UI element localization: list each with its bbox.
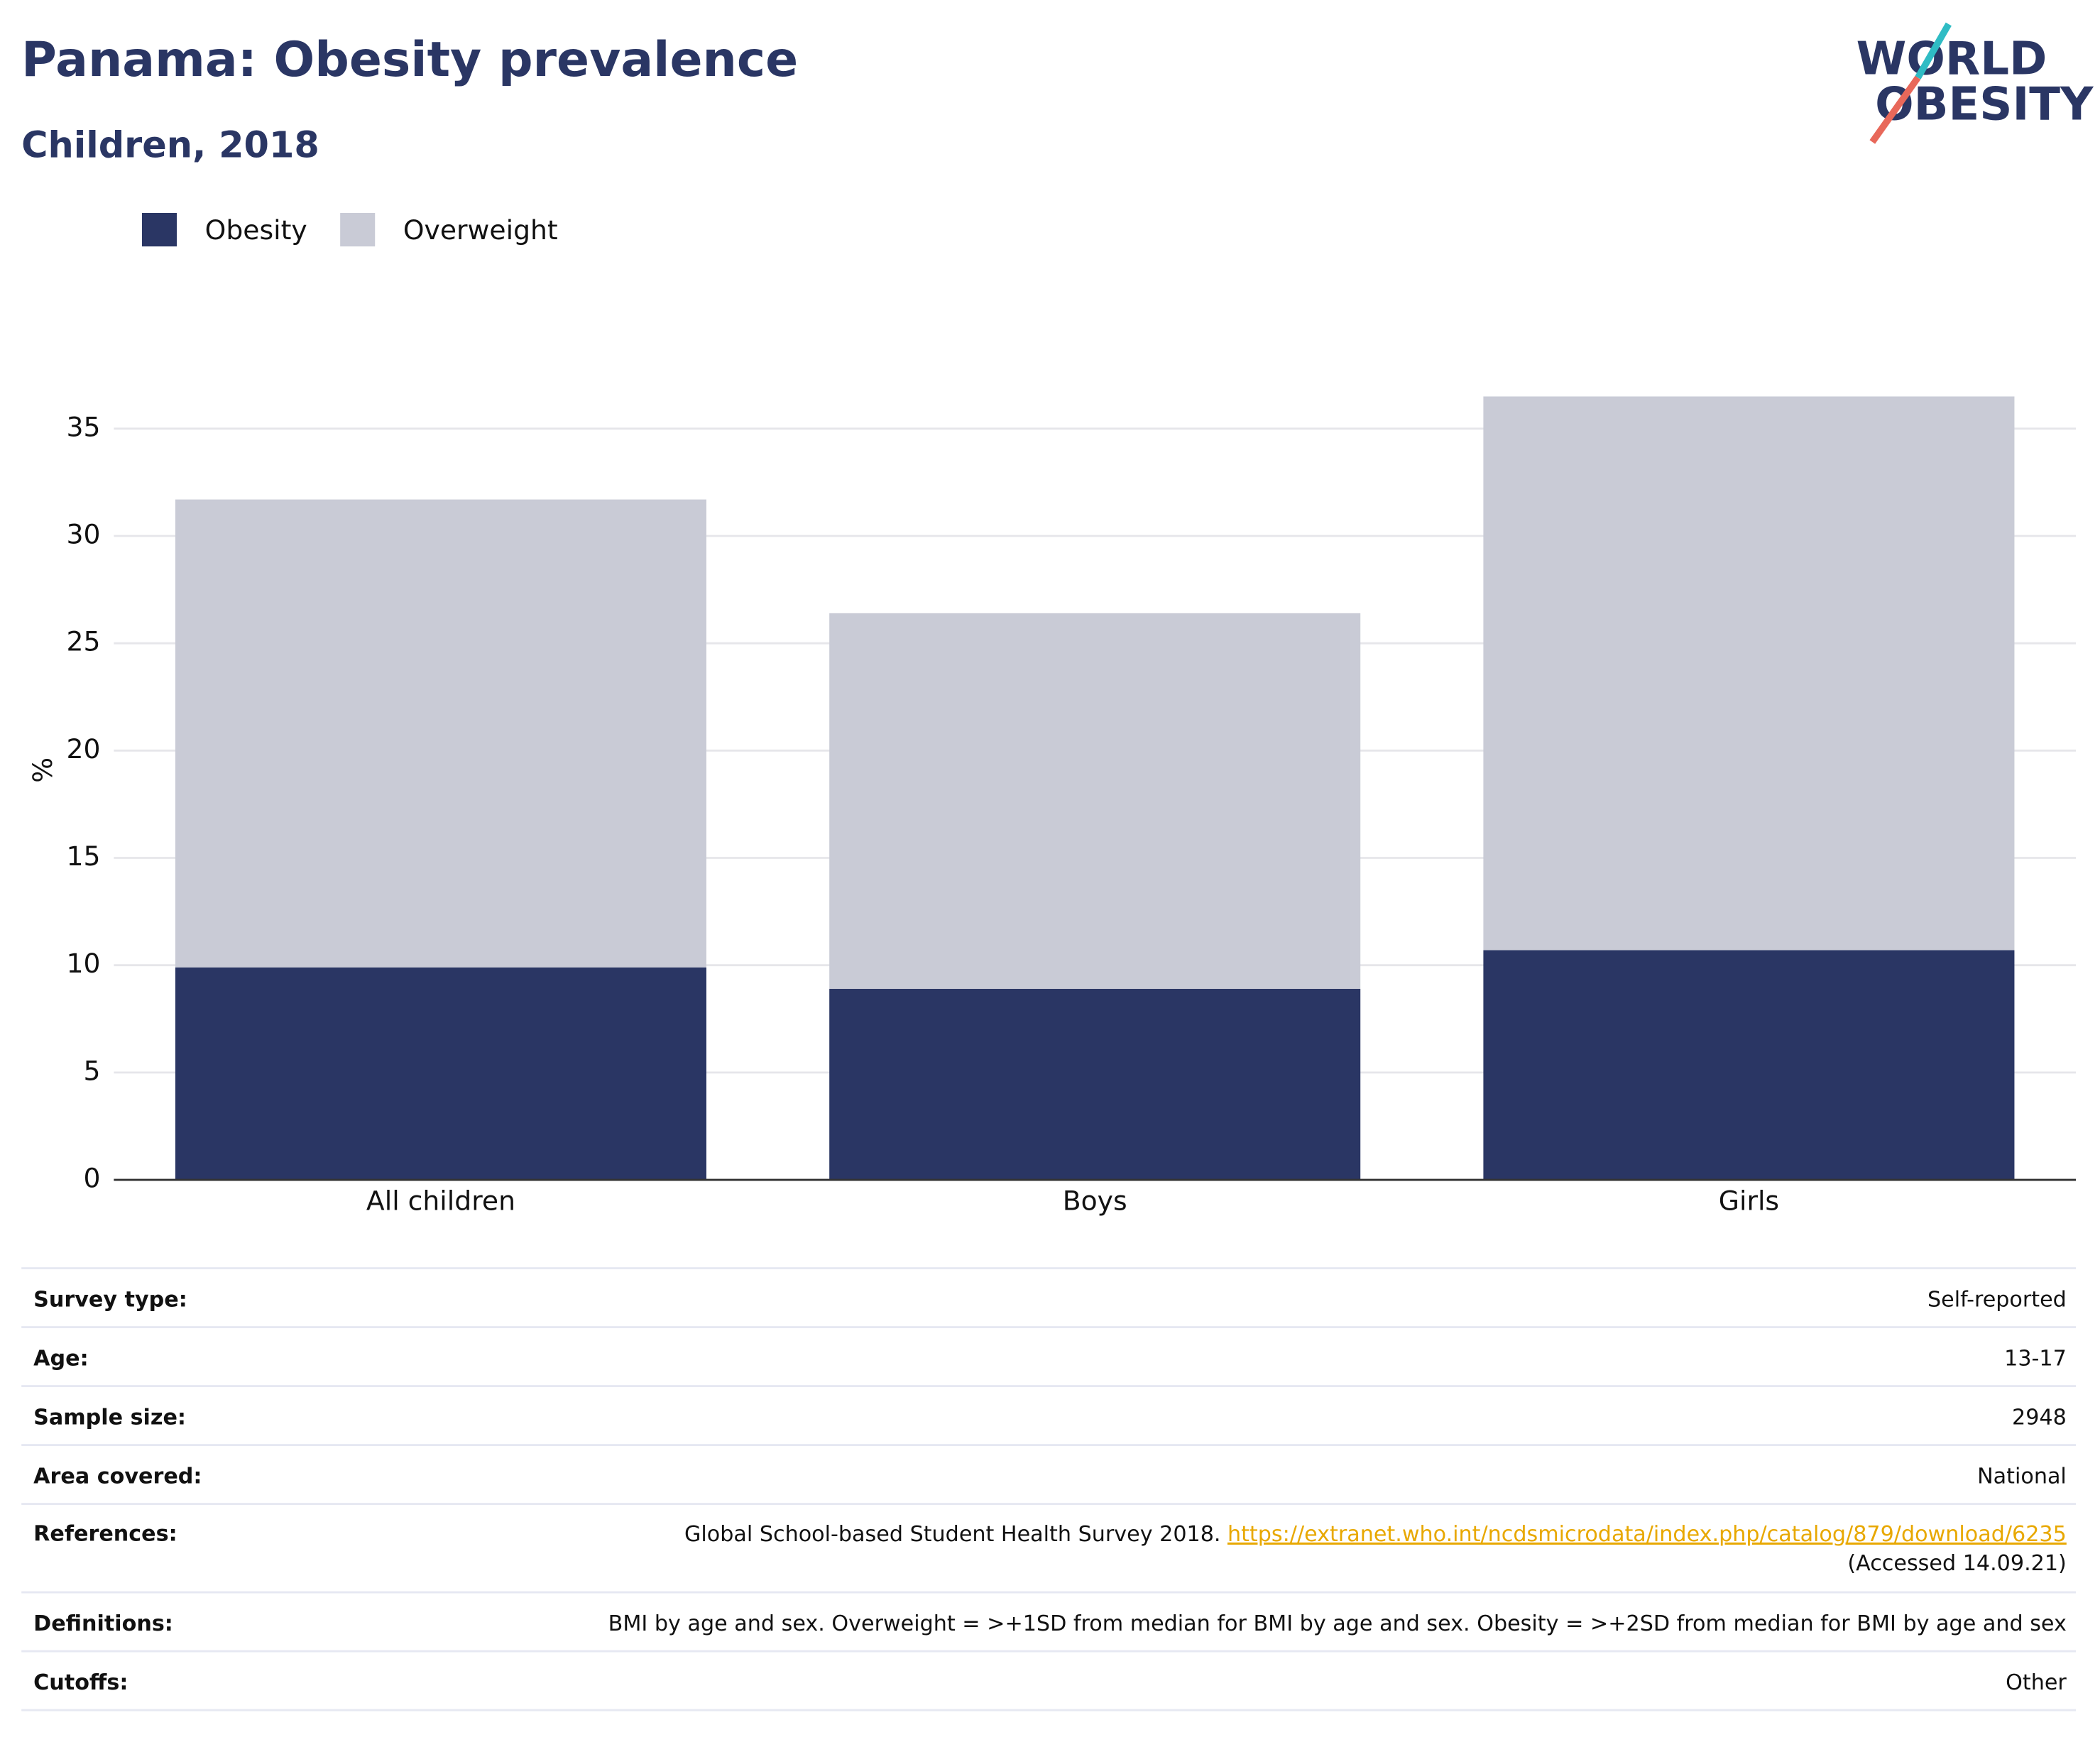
- bar-segment: [829, 988, 1361, 1181]
- table-value: BMI by age and sex. Overweight = >+1SD f…: [608, 1611, 2067, 1636]
- y-tick-label: 5: [83, 1055, 100, 1086]
- logo-text: OBESITY: [1875, 78, 2094, 131]
- logo-slash: [1869, 75, 1921, 144]
- y-tick-label: 30: [66, 518, 100, 549]
- table-label: Age:: [33, 1346, 88, 1371]
- table-label: Definitions:: [33, 1611, 173, 1636]
- x-tick-label: Girls: [1719, 1185, 1779, 1217]
- table-label: Cutoffs:: [33, 1670, 128, 1695]
- bar-segment: [1483, 396, 2015, 951]
- y-tick-label: 0: [83, 1163, 100, 1194]
- logo: WORLD OBESITY: [1856, 22, 2094, 144]
- table-value: Global School-based Student Health Surve…: [684, 1521, 2067, 1546]
- y-tick-label: 20: [66, 733, 100, 765]
- chart-subtitle: Children, 2018: [21, 125, 319, 167]
- table-value: National: [1977, 1464, 2067, 1489]
- table-value: Other: [2006, 1670, 2067, 1695]
- reference-text: Global School-based Student Health Surve…: [684, 1521, 1221, 1546]
- reference-link: https://extranet.who.int/ncdsmicrodata/i…: [1227, 1521, 2067, 1546]
- y-tick-label: 15: [66, 840, 100, 872]
- table-label: Sample size:: [33, 1405, 186, 1430]
- bar-segment: [175, 967, 706, 1181]
- x-tick-label: Boys: [1063, 1185, 1127, 1217]
- y-tick-label: 10: [66, 948, 100, 979]
- legend-swatch: [340, 212, 376, 247]
- bar-segment: [829, 613, 1361, 989]
- y-tick-label: 35: [66, 411, 100, 442]
- logo-slash: [1915, 22, 1952, 80]
- bar-segment: [175, 499, 706, 968]
- table-value: 13-17: [2004, 1346, 2067, 1371]
- table-value: 2948: [2012, 1405, 2067, 1430]
- chart-title: Panama: Obesity prevalence: [21, 32, 798, 88]
- table-value: Self-reported: [1927, 1287, 2067, 1312]
- table-label: References:: [33, 1521, 177, 1546]
- table-label: Survey type:: [33, 1287, 187, 1312]
- logo-text: WORLD: [1856, 32, 2047, 85]
- legend-label: Obesity: [205, 214, 307, 246]
- legend-swatch: [141, 212, 177, 247]
- y-tick-label: 25: [66, 626, 100, 657]
- x-tick-label: All children: [366, 1185, 515, 1217]
- legend-label: Overweight: [403, 214, 558, 246]
- y-axis-label: %: [27, 757, 58, 783]
- bar-segment: [1483, 950, 2015, 1181]
- reference-accessed: (Accessed 14.09.21): [1847, 1551, 2066, 1576]
- table-label: Area covered:: [33, 1464, 202, 1489]
